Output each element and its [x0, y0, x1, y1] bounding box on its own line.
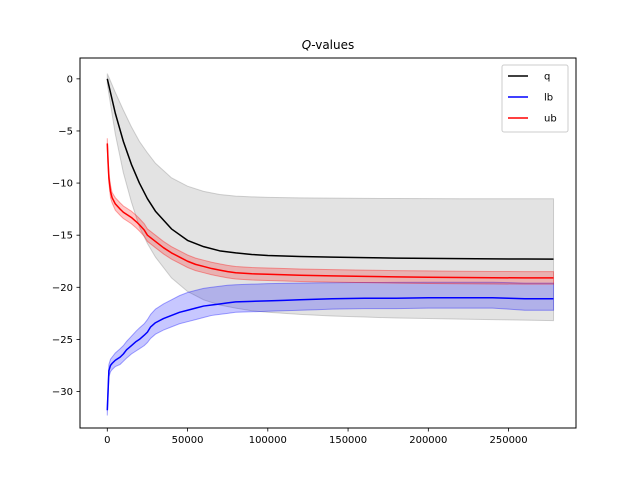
x-tick-label: 200000	[409, 435, 447, 446]
line-q	[106, 78, 554, 260]
y-tick-label: −25	[52, 335, 73, 346]
chart-title-rest: -values	[311, 38, 354, 52]
chart-title: Q-values	[302, 38, 355, 52]
legend-box	[501, 64, 569, 133]
line-ub	[106, 143, 554, 279]
y-tick-label: −5	[58, 126, 73, 137]
legend: q lb ub	[501, 64, 569, 133]
x-tick-label: 0	[104, 435, 110, 446]
y-tick-label: −15	[52, 231, 73, 242]
plot-frame	[79, 57, 577, 429]
y-tick-label: −30	[52, 387, 73, 398]
x-tick-label: 50000	[172, 435, 204, 446]
x-tick-label: 150000	[329, 435, 367, 446]
y-tick-label: 0	[67, 74, 73, 85]
legend-label-q: q	[544, 72, 550, 83]
chart-title-italic: Q	[302, 38, 311, 52]
band-lb	[106, 281, 555, 416]
y-tick-label: −20	[52, 283, 73, 294]
x-axis: 0 50000 100000 150000 200000 250000	[104, 428, 528, 446]
x-tick-label: 250000	[489, 435, 527, 446]
series-lines	[106, 78, 554, 411]
legend-label-ub: ub	[544, 114, 557, 125]
legend-label-lb: lb	[544, 93, 553, 104]
y-tick-label: −10	[52, 179, 73, 190]
line-lb	[106, 296, 554, 411]
x-tick-label: 100000	[249, 435, 287, 446]
y-axis: 0 −5 −10 −15 −20 −25 −30	[52, 74, 80, 398]
band-ub	[106, 138, 555, 285]
